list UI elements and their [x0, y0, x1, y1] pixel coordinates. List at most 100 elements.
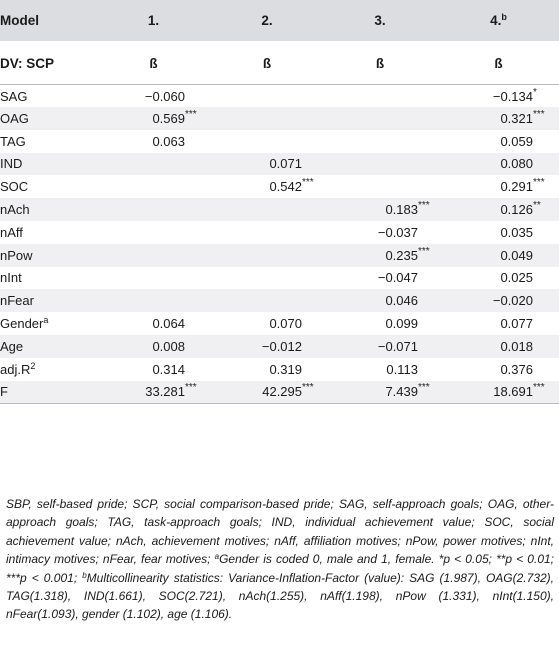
cell-model-1: [95, 175, 212, 198]
header-model-4: 4.b: [438, 0, 559, 42]
cell-model-1: 0.569 ***: [95, 107, 212, 130]
row-label: nInt: [0, 267, 95, 290]
cell-model-3: [322, 175, 438, 198]
cell-model-4: −0.020: [438, 289, 559, 313]
coefficient-value: −0.060: [144, 88, 185, 104]
significance-stars: ***: [533, 177, 545, 189]
cell-model-2: [212, 221, 322, 244]
header-model-1: 1.: [95, 0, 212, 42]
row-label-text: nInt: [0, 270, 22, 286]
cell-model-4: 0.291 ***: [438, 175, 559, 198]
cell-model-4: −0.134 *: [438, 85, 559, 108]
coefficient-value: 0.126: [500, 202, 533, 218]
cell-value-wrap: 18.691 ***: [438, 382, 544, 400]
cell-value-wrap: 0.235 ***: [322, 246, 429, 263]
cell-value-wrap: 0.542 ***: [212, 177, 313, 194]
cell-model-4: 0.059: [438, 130, 559, 153]
table-subheader-row: DV: SCP ß ß ß ß: [0, 41, 559, 85]
cell-model-4: 0.025: [438, 267, 559, 290]
cell-model-2: [212, 243, 322, 267]
cell-model-2: [212, 267, 322, 290]
cell-model-1: 0.314: [95, 358, 212, 381]
significance-stars: ***: [302, 177, 314, 189]
cell-model-2: [212, 198, 322, 221]
table-row: F 33.281 *** 42.295 *** 7.439 *** 18.691 ***: [0, 380, 559, 405]
coefficient-value: 0.035: [500, 224, 533, 240]
cell-value-wrap: −0.037: [322, 225, 418, 240]
coefficient-value: 18.691: [493, 384, 533, 400]
cell-value-wrap: −0.047: [322, 270, 418, 285]
row-label: nFear: [0, 289, 95, 313]
significance-stars: **: [533, 200, 541, 212]
row-label: SAG: [0, 85, 95, 108]
cell-model-2: [212, 289, 322, 313]
coefficient-value: −0.047: [377, 270, 418, 286]
coefficient-value: 0.046: [385, 293, 418, 309]
table-row: nPow 0.235 *** 0.049: [0, 243, 559, 267]
header-model: Model: [0, 0, 95, 42]
coefficient-value: 0.070: [269, 316, 302, 332]
coefficient-value: 0.059: [500, 133, 533, 149]
cell-model-2: 42.295 ***: [212, 380, 322, 405]
header-model-4-label: 4.: [490, 13, 502, 28]
cell-value-wrap: 0.018: [438, 339, 533, 354]
coefficient-value: 42.295: [262, 384, 302, 400]
cell-model-2: 0.070: [212, 312, 322, 335]
cell-value-wrap: 0.319: [212, 362, 302, 377]
table-row: SOC 0.542 *** 0.291 ***: [0, 175, 559, 198]
footnote-b-mark: b: [82, 570, 87, 580]
table-row: OAG 0.569 *** 0.321 ***: [0, 107, 559, 130]
coefficient-value: 0.049: [500, 247, 533, 263]
cell-value-wrap: −0.012: [212, 339, 302, 354]
coefficient-value: 0.077: [500, 316, 533, 332]
coefficient-value: −0.071: [377, 338, 418, 354]
coefficient-value: 0.235: [385, 247, 418, 263]
cell-value-wrap: 0.321 ***: [438, 109, 544, 126]
cell-model-3: 0.183 ***: [322, 198, 438, 221]
cell-model-1: −0.060: [95, 85, 212, 108]
row-label-text: nAff: [0, 224, 23, 240]
header-model-3: 3.: [322, 0, 438, 42]
cell-model-3: [322, 152, 438, 176]
row-label-text: TAG: [0, 133, 26, 149]
subheader-beta-4: ß: [438, 41, 559, 85]
table-body: SAG −0.060 −0.134 * OAG 0.569 *** 0.321 *** TAG 0.…: [0, 85, 559, 405]
cell-model-3: [322, 85, 438, 108]
coefficient-value: 0.008: [152, 338, 185, 354]
cell-value-wrap: 0.113: [322, 362, 418, 377]
cell-model-2: 0.071: [212, 152, 322, 176]
significance-stars: ***: [418, 382, 430, 394]
significance-stars: *: [533, 86, 537, 98]
row-label-text: SOC: [0, 179, 29, 195]
subheader-dv: DV: SCP: [0, 41, 95, 85]
cell-value-wrap: 0.071: [212, 156, 302, 171]
row-label: Gendera: [0, 312, 95, 335]
header-model-4-superscript: b: [501, 12, 507, 22]
cell-model-1: [95, 267, 212, 290]
cell-model-2: −0.012: [212, 334, 322, 358]
cell-value-wrap: 0.099: [322, 316, 418, 331]
table-row: Gendera 0.064 0.070 0.099 0.077: [0, 312, 559, 335]
coefficient-value: 0.080: [500, 156, 533, 172]
footnote-a-mark: a: [214, 552, 220, 562]
table-row: nAff −0.037 0.035: [0, 221, 559, 244]
subheader-beta-2: ß: [212, 41, 322, 85]
row-label: OAG: [0, 107, 95, 130]
row-label: nPow: [0, 243, 95, 267]
significance-stars: ***: [302, 382, 314, 394]
cell-model-2: [212, 107, 322, 130]
cell-model-1: [95, 198, 212, 221]
coefficient-value: 33.281: [145, 384, 185, 400]
coefficient-value: −0.012: [261, 338, 302, 354]
cell-model-3: 0.235 ***: [322, 243, 438, 267]
cell-value-wrap: 0.314: [95, 362, 185, 377]
row-label: SOC: [0, 175, 95, 198]
cell-value-wrap: 0.569 ***: [95, 109, 196, 126]
coefficient-value: 0.569: [152, 110, 185, 126]
cell-value-wrap: 0.035: [438, 225, 533, 240]
cell-model-3: [322, 130, 438, 153]
coefficient-value: 0.018: [500, 338, 533, 354]
cell-model-4: 0.080: [438, 152, 559, 176]
significance-stars: ***: [185, 382, 197, 394]
table-row: nFear 0.046 −0.020: [0, 289, 559, 313]
